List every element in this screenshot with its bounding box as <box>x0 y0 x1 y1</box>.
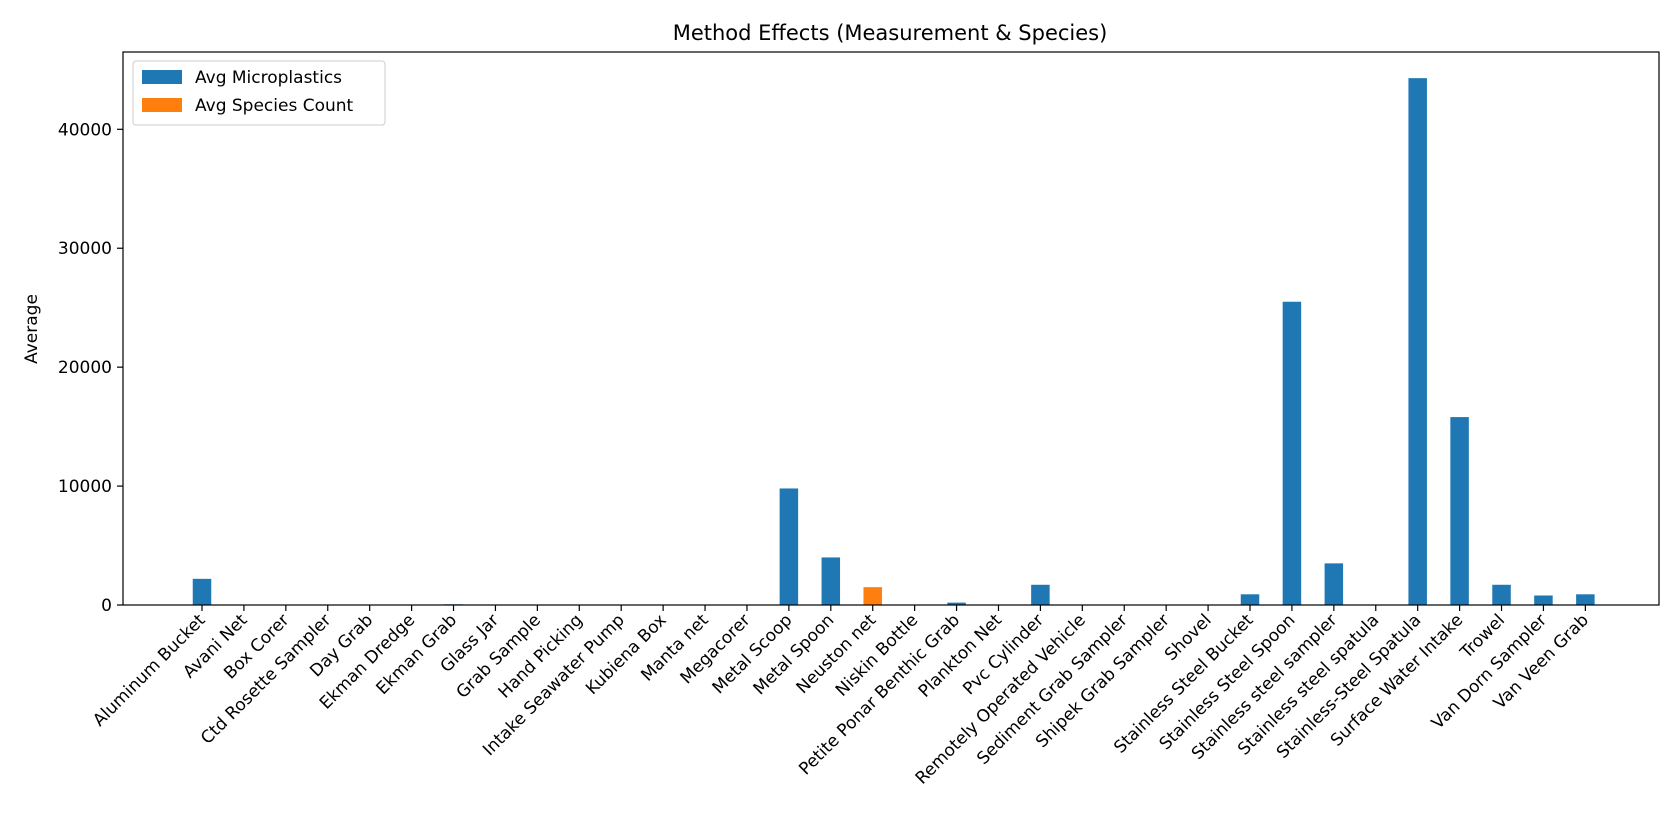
y-tick-label: 20000 <box>58 358 112 378</box>
bar-microplastics-15 <box>821 557 841 605</box>
chart-title: Method Effects (Measurement & Species) <box>673 21 1108 45</box>
bar-microplastics-33 <box>1576 594 1595 605</box>
bar-species-16 <box>863 587 882 605</box>
bar-microplastics-32 <box>1534 595 1553 605</box>
legend-swatch <box>142 70 182 84</box>
legend-label: Avg Species Count <box>195 96 354 116</box>
bar-microplastics-27 <box>1324 563 1344 605</box>
bar-microplastics-18 <box>947 602 966 605</box>
y-axis-label: Average <box>22 294 42 364</box>
bar-microplastics-0 <box>192 578 212 605</box>
plot-area-frame <box>122 51 1660 606</box>
legend-label: Avg Microplastics <box>195 68 342 88</box>
legend: Avg Microplastics Avg Species Count <box>132 60 386 126</box>
legend-swatch <box>142 98 182 112</box>
y-tick-label: 40000 <box>58 120 112 140</box>
bars-layer <box>192 78 1595 605</box>
bar-microplastics-26 <box>1282 301 1302 605</box>
y-axis: 0 10000 20000 30000 40000 <box>58 120 123 616</box>
bar-microplastics-20 <box>1031 584 1050 605</box>
bar-microplastics-30 <box>1450 417 1469 605</box>
y-tick-label: 10000 <box>58 477 112 497</box>
bar-microplastics-25 <box>1240 594 1260 605</box>
legend-box <box>132 60 386 126</box>
bar-microplastics-31 <box>1492 584 1511 605</box>
y-tick-label: 30000 <box>58 239 112 259</box>
bar-microplastics-14 <box>779 488 799 605</box>
y-tick-label: 0 <box>101 596 112 616</box>
bar-microplastics-29 <box>1408 78 1427 605</box>
